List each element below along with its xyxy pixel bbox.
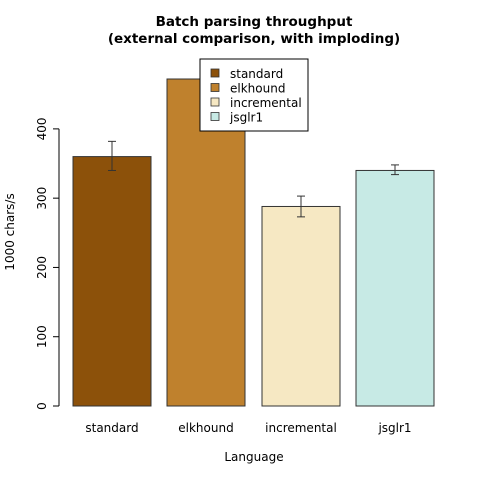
y-tick-label: 300 bbox=[35, 187, 49, 210]
y-tick-label: 100 bbox=[35, 325, 49, 348]
y-tick-label: 0 bbox=[35, 402, 49, 410]
x-tick-label-elkhound: elkhound bbox=[178, 421, 233, 435]
legend-label-incremental: incremental bbox=[230, 96, 302, 110]
legend-swatch-incremental bbox=[210, 97, 220, 107]
legend-label-jsglr1: jsglr1 bbox=[229, 111, 263, 125]
chart-title-line2: (external comparison, with imploding) bbox=[108, 31, 400, 47]
y-tick-label: 400 bbox=[35, 117, 49, 140]
x-axis-label: Language bbox=[224, 450, 283, 464]
legend-label-standard: standard bbox=[230, 67, 283, 81]
bar-incremental bbox=[261, 205, 341, 407]
y-tick-label: 200 bbox=[35, 256, 49, 279]
bars-group bbox=[72, 64, 435, 407]
x-tick-label-standard: standard bbox=[85, 421, 138, 435]
bar-elkhound bbox=[166, 78, 246, 407]
legend-swatch-elkhound bbox=[210, 83, 220, 92]
chart-title-line1: Batch parsing throughput bbox=[156, 14, 353, 30]
y-axis-label: 1000 chars/s bbox=[3, 193, 17, 270]
legend-swatch-jsglr1 bbox=[210, 112, 220, 121]
x-tick-labels: standard elkhound incremental jsglr1 bbox=[85, 421, 411, 435]
x-tick-label-jsglr1: jsglr1 bbox=[377, 421, 411, 435]
legend-label-elkhound: elkhound bbox=[230, 82, 285, 96]
legend-swatch-standard bbox=[210, 68, 220, 78]
x-tick-label-incremental: incremental bbox=[265, 421, 337, 435]
bar-jsglr1 bbox=[355, 169, 435, 407]
bar-standard bbox=[72, 156, 152, 407]
y-axis: 0 100 200 300 400 bbox=[35, 117, 60, 410]
